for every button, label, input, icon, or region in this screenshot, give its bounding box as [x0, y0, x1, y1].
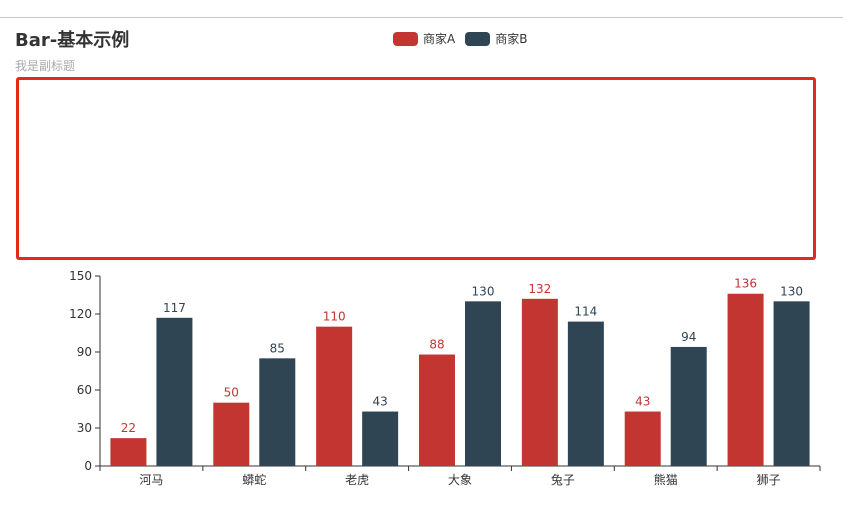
data-label-series-b: 114	[574, 305, 597, 319]
data-label-series-a: 22	[121, 421, 136, 435]
bar-series-a	[624, 411, 661, 466]
data-label-series-a: 132	[528, 282, 551, 296]
bar-series-a	[419, 354, 455, 466]
legend-item-series-b[interactable]: 商家B	[465, 30, 527, 47]
data-label-series-b: 94	[681, 330, 696, 344]
bar-series-a	[213, 402, 250, 466]
bar-series-b	[670, 346, 707, 466]
bar-series-a	[110, 438, 147, 466]
y-tick-label: 0	[84, 459, 92, 473]
x-tick-label: 老虎	[345, 473, 369, 487]
data-label-series-a: 110	[323, 310, 346, 324]
bar-series-a	[521, 298, 558, 466]
y-tick-label: 150	[69, 269, 92, 283]
legend-label-series-b: 商家B	[495, 32, 528, 46]
highlight-box	[16, 77, 816, 260]
y-tick-label: 60	[77, 383, 92, 397]
data-label-series-b: 130	[472, 284, 495, 298]
bar-series-b	[465, 301, 501, 466]
legend-swatch-series-b	[465, 31, 491, 46]
x-tick-label: 熊猫	[654, 472, 678, 487]
bar-series-b	[156, 317, 193, 466]
y-tick-label: 120	[69, 307, 92, 321]
data-label-series-a: 43	[635, 395, 650, 409]
bar-series-b	[362, 411, 399, 466]
x-tick-label: 狮子	[757, 473, 781, 487]
data-label-series-a: 50	[224, 386, 239, 400]
data-label-series-b: 130	[780, 284, 803, 298]
x-tick-label: 大象	[448, 473, 472, 487]
x-tick-label: 兔子	[551, 472, 575, 487]
x-tick-label: 蟒蛇	[242, 472, 266, 487]
y-tick-label: 90	[77, 345, 92, 359]
legend-swatch-series-a	[393, 31, 418, 46]
chart-title: Bar-基本示例	[15, 30, 130, 51]
y-tick-label: 30	[77, 421, 92, 435]
x-tick-label: 河马	[139, 473, 163, 487]
legend-item-series-a[interactable]: 商家A	[393, 30, 455, 47]
bar-series-b	[567, 321, 604, 466]
top-divider	[0, 17, 843, 18]
data-label-series-a: 136	[734, 277, 757, 291]
bar-series-b	[259, 358, 296, 466]
chart-subtitle: 我是副标题	[15, 59, 76, 73]
data-label-series-b: 85	[270, 341, 285, 355]
bar-series-a	[727, 293, 764, 466]
data-label-series-b: 43	[373, 395, 388, 409]
legend-label-series-a: 商家A	[423, 32, 456, 46]
bar-series-b	[773, 301, 810, 466]
data-label-series-a: 88	[429, 338, 444, 352]
data-label-series-b: 117	[163, 301, 186, 315]
legend: 商家A 商家B	[393, 30, 527, 47]
bar-series-a	[316, 326, 353, 466]
